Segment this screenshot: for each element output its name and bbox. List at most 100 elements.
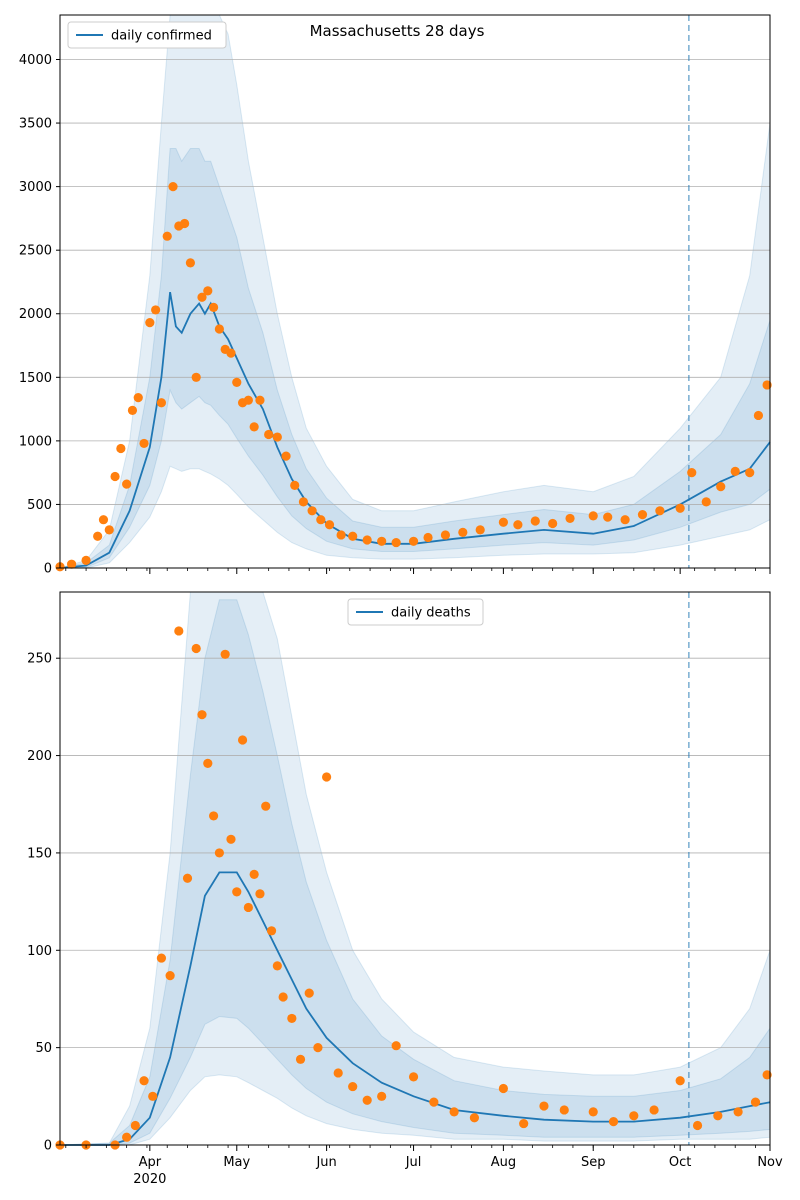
- series-line-daily-confirmed: [59, 291, 771, 569]
- data-point: [307, 506, 317, 516]
- data-point: [116, 443, 126, 454]
- data-point: [232, 377, 242, 387]
- data-point: [603, 512, 613, 522]
- data-point: [588, 1107, 598, 1117]
- data-point: [440, 530, 451, 540]
- plot-frame: [59, 591, 771, 1146]
- y-axis-ticks: 0 50 100 150 200 250: [27, 652, 60, 1154]
- data-point: [243, 395, 253, 405]
- x-tick-label: Jul: [405, 1155, 422, 1170]
- data-point: [348, 531, 358, 541]
- x-tick-label: Aug: [491, 1155, 516, 1170]
- data-point: [145, 318, 155, 328]
- x-tick-label: Nov: [757, 1155, 783, 1170]
- data-point: [449, 1107, 459, 1117]
- confidence-bands: [59, 14, 771, 569]
- data-point: [203, 286, 213, 296]
- data-point: [687, 468, 697, 478]
- data-point: [377, 536, 387, 546]
- x-axis-ticks: [65, 568, 771, 574]
- confidence-band-2: [59, 148, 771, 569]
- data-point: [191, 643, 201, 654]
- data-point: [539, 1101, 549, 1111]
- data-point: [513, 520, 523, 530]
- data-point: [232, 887, 242, 897]
- data-point: [565, 513, 575, 524]
- data-point: [429, 1097, 439, 1107]
- legend: daily confirmed: [67, 21, 227, 49]
- y-axis-ticks: 0 500 1000 1500 2000 2500 3000 3500 4000: [19, 53, 60, 577]
- data-point: [423, 532, 433, 543]
- legend-box: [67, 21, 227, 49]
- daily-deaths-chart: 0 50 100 150 200 250 Apr May Jun Jul Aug Sep Oct Nov…: [27, 591, 783, 1187]
- data-point: [197, 710, 207, 720]
- data-point: [475, 525, 485, 535]
- data-point: [98, 515, 109, 525]
- data-point: [336, 530, 346, 540]
- data-point: [81, 555, 91, 565]
- data-point: [255, 889, 265, 899]
- data-point: [168, 182, 178, 192]
- data-point: [203, 758, 213, 768]
- data-point: [182, 873, 193, 883]
- data-point: [278, 992, 288, 1002]
- series-line-daily-deaths: [60, 871, 771, 1146]
- data-point: [348, 1081, 358, 1092]
- data-point: [162, 231, 172, 241]
- y-tick-label: 1500: [19, 371, 52, 386]
- data-point: [148, 1091, 158, 1101]
- x-year-label: 2020: [133, 1172, 166, 1187]
- data-point: [104, 525, 114, 535]
- data-point: [519, 1118, 529, 1129]
- data-point: [185, 258, 196, 268]
- data-point: [362, 1095, 372, 1105]
- data-point: [408, 536, 419, 546]
- data-point: [122, 479, 132, 489]
- data-point: [208, 302, 219, 312]
- data-point: [220, 649, 230, 659]
- data-point: [139, 1076, 149, 1086]
- data-point: [498, 517, 508, 527]
- data-point: [469, 1113, 480, 1123]
- x-tick-label: Sep: [581, 1155, 606, 1170]
- data-point: [750, 1097, 761, 1107]
- y-gridlines: [60, 657, 770, 1049]
- data-point: [745, 468, 755, 478]
- data-point: [377, 1091, 387, 1101]
- x-tick-label: Oct: [669, 1155, 691, 1170]
- x-tick-label: Apr: [139, 1155, 162, 1170]
- y-tick-label: 2000: [19, 307, 52, 322]
- data-point: [692, 1120, 703, 1131]
- data-point: [333, 1068, 343, 1078]
- y-tick-label: 100: [27, 944, 52, 959]
- y-tick-label: 500: [27, 498, 52, 513]
- data-point: [733, 1107, 743, 1117]
- data-point: [66, 559, 77, 569]
- x-tick-label: May: [223, 1155, 250, 1170]
- data-point: [133, 393, 143, 403]
- data-point: [93, 531, 103, 541]
- confidence-bands: [59, 591, 771, 1146]
- data-point: [139, 438, 149, 449]
- data-point: [243, 902, 253, 913]
- data-point: [110, 471, 120, 482]
- y-tick-label: 2500: [19, 244, 52, 259]
- data-point: [191, 372, 201, 382]
- data-point: [214, 848, 224, 858]
- data-point: [290, 480, 300, 490]
- data-point: [762, 1070, 772, 1080]
- data-point: [675, 503, 685, 513]
- data-point: [272, 432, 282, 442]
- observed-points: [55, 182, 772, 572]
- data-point: [316, 515, 326, 525]
- y-tick-label: 4000: [19, 53, 52, 68]
- data-point: [649, 1105, 659, 1115]
- data-point: [730, 466, 740, 476]
- confidence-band-2: [59, 599, 771, 1146]
- data-point: [197, 292, 207, 302]
- data-point: [391, 537, 401, 548]
- x-axis-ticks: Apr May Jun Jul Aug Sep Oct Nov: [65, 1145, 783, 1170]
- data-point: [391, 1041, 401, 1051]
- y-tick-label: 0: [44, 1139, 52, 1154]
- data-point: [298, 497, 309, 507]
